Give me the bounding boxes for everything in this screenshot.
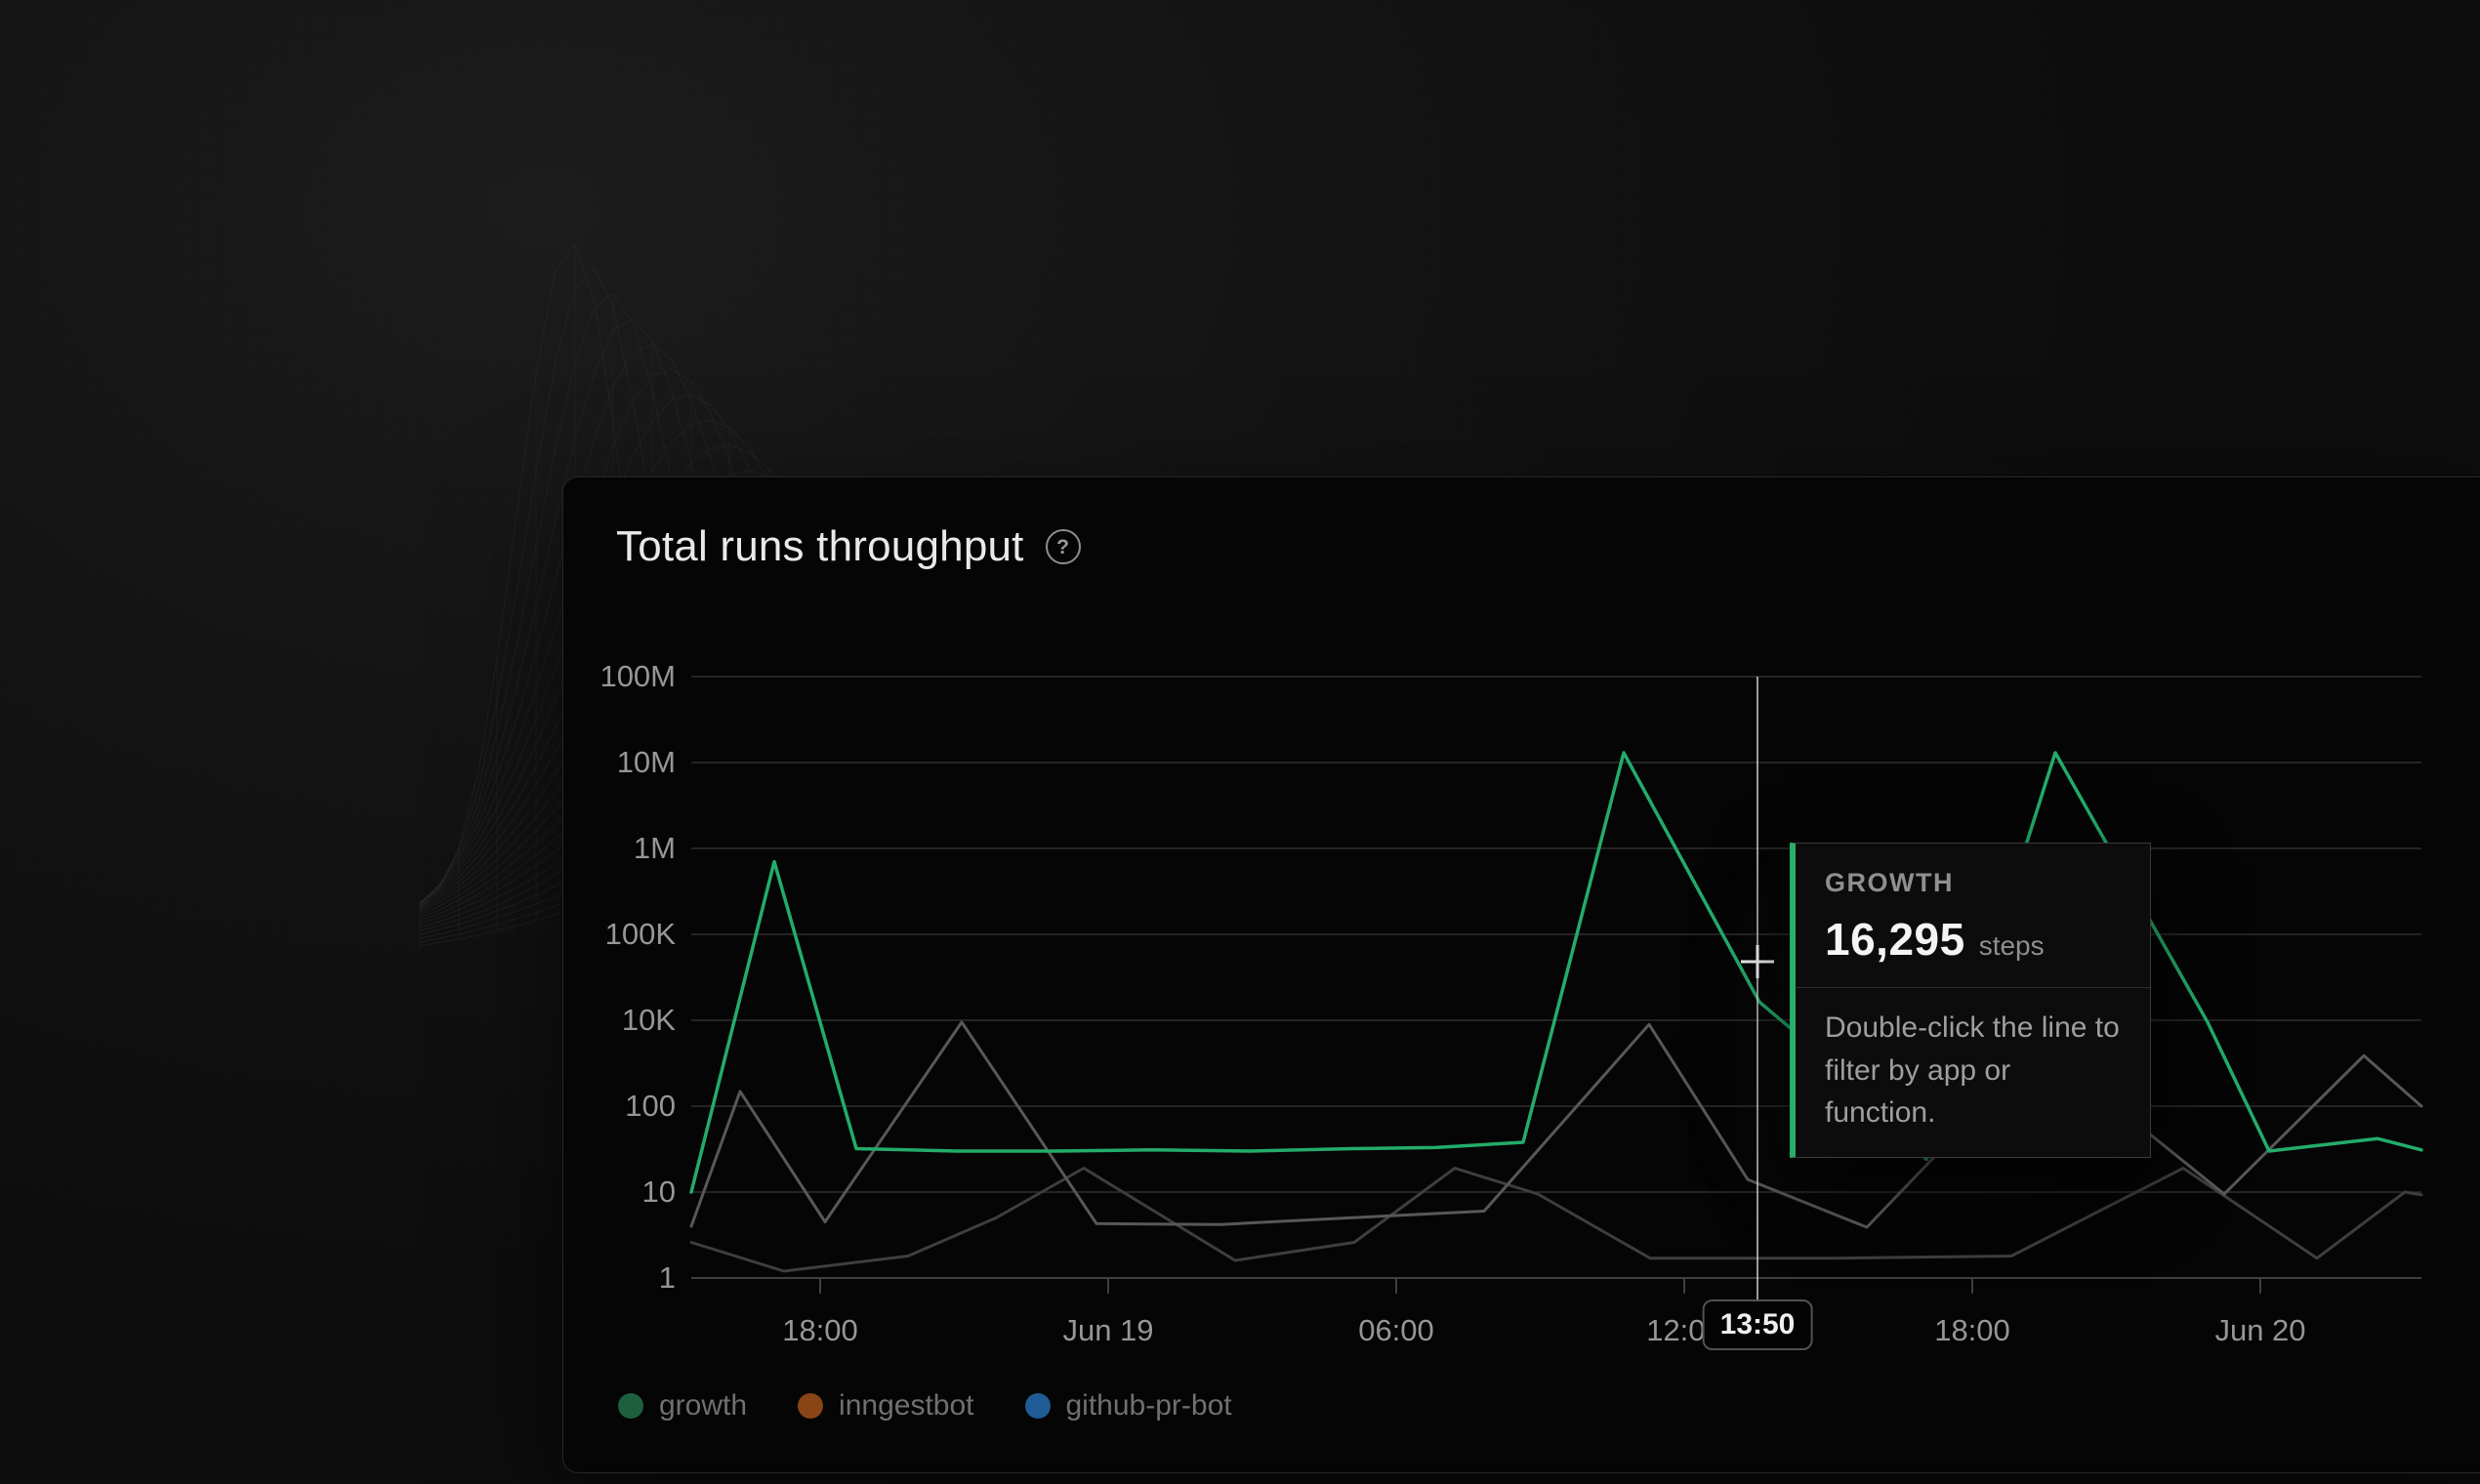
- legend-dot-icon: [618, 1393, 643, 1419]
- help-icon[interactable]: ?: [1045, 529, 1081, 564]
- card-title: Total runs throughput: [616, 522, 1024, 570]
- total-runs-throughput-card: Total runs throughput ? growth inngestbot…: [562, 476, 2480, 1473]
- legend-dot-icon: [798, 1393, 824, 1419]
- legend-dot-icon: [1024, 1393, 1051, 1419]
- tooltip-value-row: 16,295 steps: [1825, 913, 2123, 966]
- legend-item-label: growth: [659, 1389, 748, 1422]
- legend-item-inngestbot[interactable]: inngestbot: [798, 1389, 974, 1422]
- tooltip-unit: steps: [1978, 930, 2045, 961]
- legend-item-github-pr-bot[interactable]: github-pr-bot: [1024, 1389, 1232, 1422]
- legend-item-label: github-pr-bot: [1065, 1389, 1232, 1422]
- legend-item-growth[interactable]: growth: [618, 1389, 747, 1422]
- crosshair-time-label: 13:50: [1702, 1299, 1813, 1350]
- tooltip-main: GROWTH 16,295 steps: [1796, 844, 2150, 987]
- tooltip-value: 16,295: [1825, 914, 1965, 965]
- chart-tooltip: GROWTH 16,295 steps Double-click the lin…: [1790, 843, 2151, 1158]
- chart-legend: growth inngestbot github-pr-bot: [618, 1389, 1232, 1422]
- card-header: Total runs throughput ?: [616, 522, 1081, 571]
- tooltip-hint: Double-click the line to filter by app o…: [1796, 987, 2150, 1157]
- tooltip-series-name: GROWTH: [1825, 868, 1954, 897]
- legend-item-label: inngestbot: [839, 1389, 974, 1422]
